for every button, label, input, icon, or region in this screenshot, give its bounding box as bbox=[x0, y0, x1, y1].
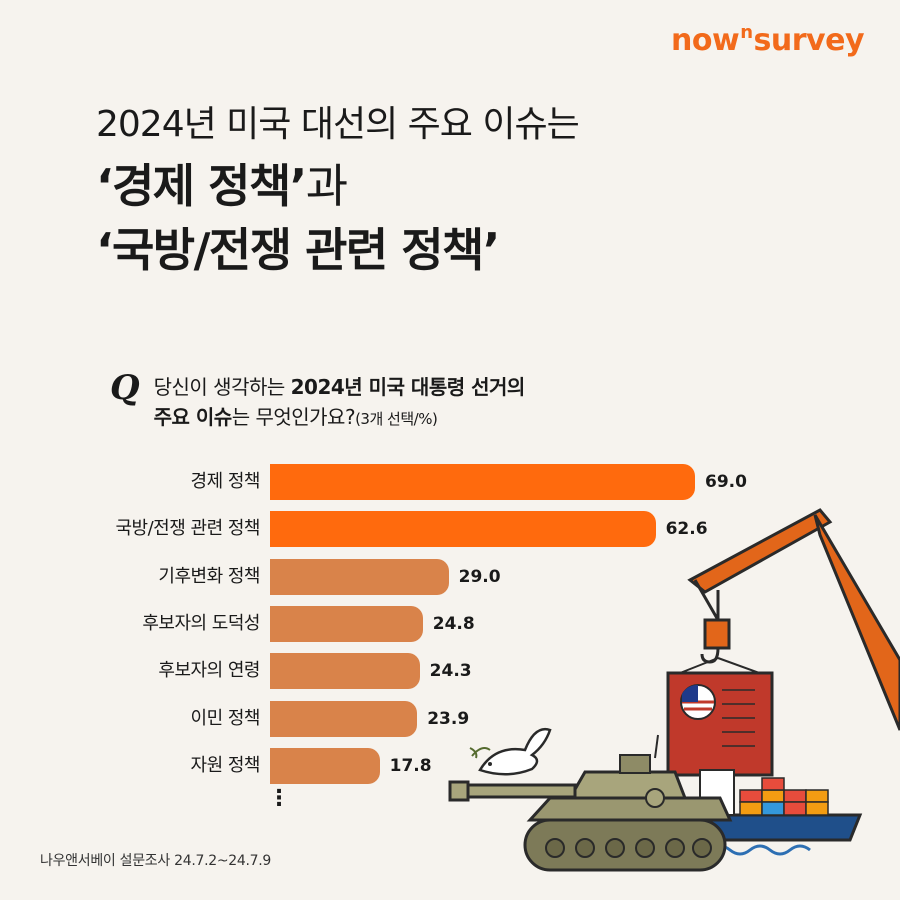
value-label: 24.3 bbox=[429, 661, 472, 682]
bar-row: 자원 정책 17.8 bbox=[0, 746, 900, 786]
category-label: 기후변화 정책 bbox=[158, 565, 260, 587]
bar-row: 후보자의 도덕성 24.8 bbox=[0, 604, 900, 644]
bar bbox=[270, 747, 380, 784]
headline-line-3: ‘국방/전쟁 관련 정책’ bbox=[96, 223, 500, 277]
crane-tank-ship-illustration bbox=[448, 508, 900, 872]
bar-row: 기후변화 정책 29.0 bbox=[0, 557, 900, 597]
survey-question: Q 당신이 생각하는 2024년 미국 대통령 선거의 주요 이슈는 무엇인가요… bbox=[110, 368, 525, 434]
bar bbox=[270, 653, 420, 690]
bar bbox=[270, 700, 418, 737]
headline-line-2: ‘경제 정책’과 bbox=[96, 159, 348, 213]
q-mark: Q bbox=[110, 368, 140, 408]
category-label: 후보자의 연령 bbox=[158, 660, 260, 682]
value-label: 24.8 bbox=[432, 613, 475, 634]
category-label: 후보자의 도덕성 bbox=[142, 612, 260, 634]
value-label: 62.6 bbox=[665, 519, 708, 540]
bar bbox=[270, 511, 656, 548]
value-label: 17.8 bbox=[389, 755, 432, 776]
category-label: 경제 정책 bbox=[190, 471, 261, 492]
category-label: 자원 정책 bbox=[190, 754, 261, 776]
value-label: 23.9 bbox=[427, 708, 470, 729]
bar-row: 후보자의 연령 24.3 bbox=[0, 651, 900, 691]
nownsurvey-logo: nownsurvey bbox=[671, 22, 864, 58]
bar bbox=[270, 464, 695, 500]
category-label: 국방/전쟁 관련 정책 bbox=[115, 518, 261, 540]
bar-row: 경제 정책 69.0 bbox=[0, 462, 900, 502]
bar-row: 이민 정책 23.9 bbox=[0, 699, 900, 739]
category-label: 이민 정책 bbox=[190, 707, 261, 729]
bar-chart: 경제 정책 69.0 국방/전쟁 관련 정책 62.6 기후변화 정책 29.0 후보자의 … bbox=[0, 462, 900, 842]
headline: 2024년 미국 대선의 주요 이슈는 ‘경제 정책’과 ‘국방/전쟁 관련 정… bbox=[96, 96, 580, 282]
more-indicator: ⋮ bbox=[268, 786, 290, 811]
bar bbox=[270, 605, 423, 642]
value-label: 29.0 bbox=[458, 566, 501, 587]
bar bbox=[270, 558, 449, 595]
crane-icon bbox=[666, 508, 900, 777]
question-text: 당신이 생각하는 2024년 미국 대통령 선거의 주요 이슈는 무엇인가요?(… bbox=[153, 375, 526, 429]
dove-icon bbox=[469, 727, 552, 776]
value-label: 69.0 bbox=[705, 472, 747, 492]
tank-icon bbox=[448, 734, 733, 872]
source-note: 나우앤서베이 설문조사 24.7.2~24.7.9 bbox=[40, 853, 271, 869]
headline-line-1: 2024년 미국 대선의 주요 이슈는 bbox=[96, 104, 580, 145]
bar-row: 국방/전쟁 관련 정책 62.6 bbox=[0, 509, 900, 549]
